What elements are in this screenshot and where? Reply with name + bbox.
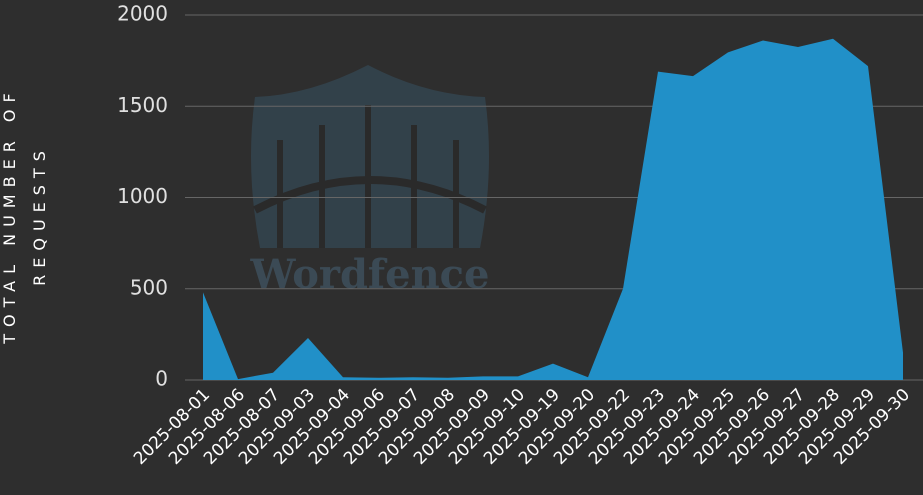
shield bbox=[251, 65, 489, 248]
watermark-text: Wordfence bbox=[250, 251, 490, 298]
y-tick-label: 1000 bbox=[117, 184, 168, 208]
y-tick-label: 1500 bbox=[117, 93, 168, 117]
fence-posts bbox=[277, 105, 459, 248]
y-tick-label: 500 bbox=[130, 275, 168, 299]
y-tick-label: 0 bbox=[155, 367, 168, 391]
y-axis-label: TOTAL NUMBER OF REQUESTS bbox=[0, 86, 49, 344]
area bbox=[203, 38, 903, 380]
fence-arc bbox=[253, 176, 487, 214]
y-tick-label: 2000 bbox=[117, 2, 168, 26]
watermark-logo: Wordfence bbox=[250, 65, 490, 298]
